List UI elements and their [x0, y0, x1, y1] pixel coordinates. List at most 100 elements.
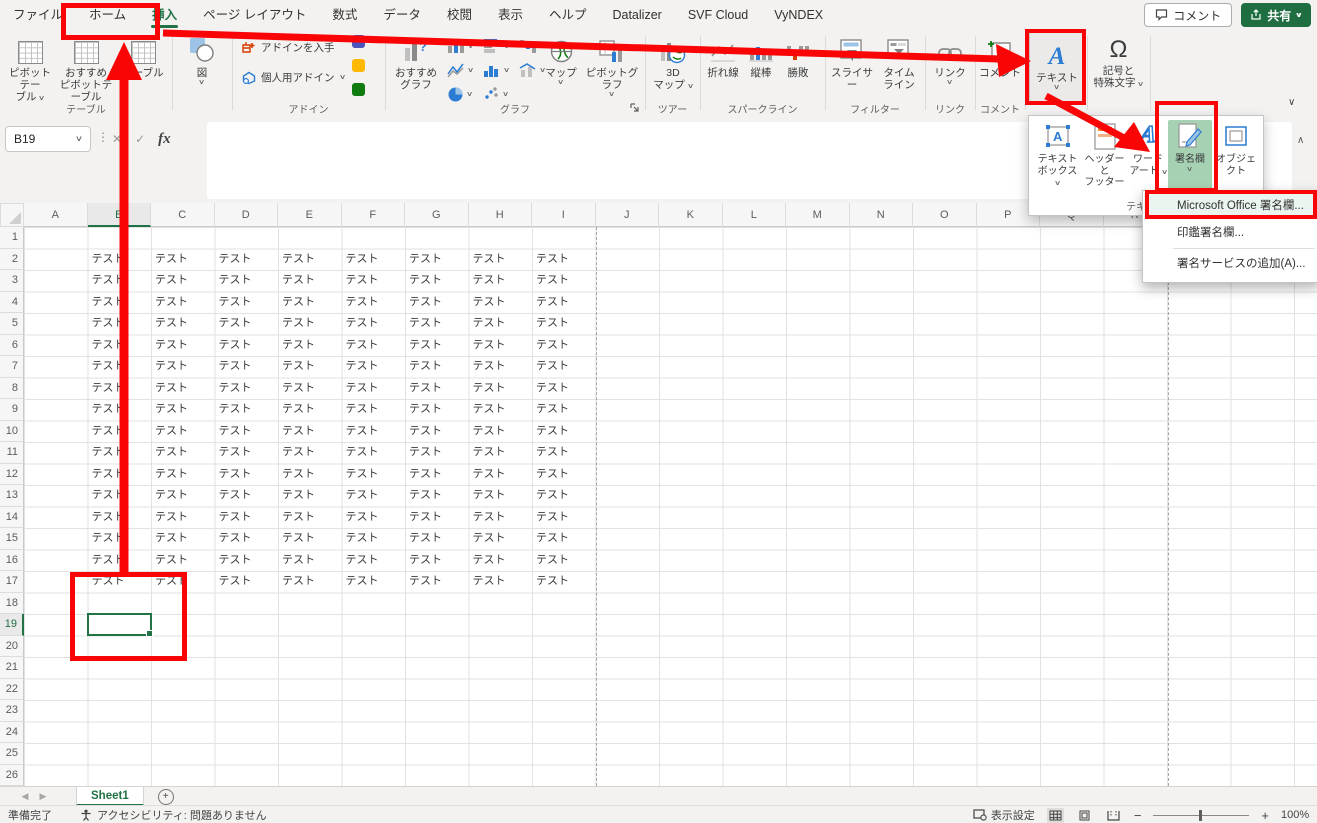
cell-H17[interactable]: テスト [472, 575, 506, 587]
cell-F10[interactable]: テスト [345, 424, 379, 437]
cell-E10[interactable]: テスト [282, 424, 315, 437]
combo-chart-button[interactable]: ∨ [519, 60, 546, 80]
text-button[interactable]: A テキスト ∨ [1029, 32, 1085, 102]
cell-F12[interactable]: テスト [345, 467, 379, 480]
timeline-button[interactable]: タイム ライン [877, 32, 921, 91]
cell-C8[interactable]: テスト [155, 381, 188, 394]
formula-bar-splitter-icon[interactable]: ⋮ [97, 130, 109, 144]
cell-E11[interactable]: テスト [282, 446, 315, 458]
cell-B14[interactable]: テスト [91, 510, 125, 523]
cell-I4[interactable]: テスト [536, 295, 569, 308]
cell-D12[interactable]: テスト [218, 467, 252, 480]
personal-addins-button[interactable]: 個人用アドイン ∨ [242, 70, 346, 85]
insert-function-icon[interactable]: fx [158, 130, 171, 147]
cell-I17[interactable]: テスト [536, 575, 569, 587]
tab-svf-cloud[interactable]: SVF Cloud [687, 8, 749, 22]
cell-B15[interactable]: テスト [91, 532, 125, 544]
cell-B17[interactable]: テスト [91, 575, 125, 587]
row-header-17[interactable]: 17 [0, 571, 24, 593]
cell-I13[interactable]: テスト [536, 489, 569, 501]
cell-B7[interactable]: テスト [91, 360, 125, 372]
cell-I10[interactable]: テスト [536, 424, 569, 437]
column-header-J[interactable]: J [595, 203, 659, 227]
cell-E5[interactable]: テスト [282, 317, 315, 329]
sparkline-column-button[interactable]: 縦棒 [743, 32, 779, 79]
cell-I6[interactable]: テスト [536, 338, 569, 351]
cell-B5[interactable]: テスト [91, 317, 125, 329]
cell-F4[interactable]: テスト [345, 295, 379, 308]
cell-C6[interactable]: テスト [155, 338, 188, 351]
cell-D10[interactable]: テスト [218, 424, 252, 437]
cell-B3[interactable]: テスト [91, 274, 125, 286]
menu-item-stamp-signature-line[interactable]: 印鑑署名欄... [1177, 227, 1245, 239]
cell-B16[interactable]: テスト [91, 553, 125, 566]
cell-H10[interactable]: テスト [472, 424, 506, 437]
cell-E13[interactable]: テスト [282, 489, 315, 501]
cell-G13[interactable]: テスト [409, 489, 442, 501]
cell-D6[interactable]: テスト [218, 338, 252, 351]
row-header-8[interactable]: 8 [0, 377, 24, 399]
column-header-I[interactable]: I [532, 203, 596, 227]
tab-review[interactable]: 校閲 [446, 8, 472, 22]
cell-E6[interactable]: テスト [282, 338, 315, 351]
cell-F16[interactable]: テスト [345, 553, 379, 566]
column-header-F[interactable]: F [341, 203, 405, 227]
column-header-A[interactable]: A [24, 203, 88, 227]
cell-H5[interactable]: テスト [472, 317, 506, 329]
teams-addin-icon[interactable] [352, 35, 365, 48]
cell-B8[interactable]: テスト [91, 381, 125, 394]
row-header-12[interactable]: 12 [0, 463, 24, 485]
cell-F9[interactable]: テスト [345, 403, 379, 415]
cell-F13[interactable]: テスト [345, 489, 379, 501]
accessibility-status[interactable]: アクセシビリティ: 問題ありません [80, 807, 267, 823]
row-header-19[interactable]: 19 [0, 614, 24, 636]
tab-data[interactable]: データ [383, 8, 421, 22]
cell-H16[interactable]: テスト [472, 553, 506, 566]
illustrations-button[interactable]: 図 ∨ [178, 32, 226, 86]
cell-F17[interactable]: テスト [345, 575, 379, 587]
sparkline-winloss-button[interactable]: 勝敗 [780, 32, 816, 79]
cell-G8[interactable]: テスト [409, 381, 442, 394]
cell-I11[interactable]: テスト [536, 446, 569, 458]
zoom-level[interactable]: 100% [1281, 809, 1310, 821]
row-header-22[interactable]: 22 [0, 678, 24, 700]
cell-E16[interactable]: テスト [282, 553, 315, 566]
cell-C3[interactable]: テスト [155, 274, 188, 286]
cell-G4[interactable]: テスト [409, 295, 442, 308]
row-header-26[interactable]: 26 [0, 764, 24, 786]
row-header-10[interactable]: 10 [0, 420, 24, 442]
sheet-nav-right-icon[interactable]: ▶ [39, 791, 47, 801]
row-header-13[interactable]: 13 [0, 485, 24, 507]
sheet-grid[interactable] [24, 227, 1317, 786]
cell-H15[interactable]: テスト [472, 532, 506, 544]
cell-I12[interactable]: テスト [536, 467, 569, 480]
row-header-4[interactable]: 4 [0, 291, 24, 313]
cell-H3[interactable]: テスト [472, 274, 506, 286]
tab-file[interactable]: ファイル [13, 8, 64, 22]
cell-B10[interactable]: テスト [91, 424, 125, 437]
menu-item-add-signature-services[interactable]: 署名サービスの追加(A)... [1177, 258, 1306, 270]
column-header-N[interactable]: N [849, 203, 913, 227]
cell-I16[interactable]: テスト [536, 553, 569, 566]
cell-H13[interactable]: テスト [472, 489, 506, 501]
row-header-25[interactable]: 25 [0, 743, 24, 765]
cell-H6[interactable]: テスト [472, 338, 506, 351]
cell-I7[interactable]: テスト [536, 360, 569, 372]
cell-C16[interactable]: テスト [155, 553, 188, 566]
row-header-9[interactable]: 9 [0, 399, 24, 421]
cell-E12[interactable]: テスト [282, 467, 315, 480]
column-header-G[interactable]: G [405, 203, 469, 227]
cell-D5[interactable]: テスト [218, 317, 252, 329]
column-header-H[interactable]: H [468, 203, 532, 227]
column-chart-button[interactable]: ∨ [447, 36, 474, 56]
cell-D4[interactable]: テスト [218, 295, 252, 308]
pivot-table-button[interactable]: ピボットテー ブル ∨ [4, 32, 56, 103]
cell-H4[interactable]: テスト [472, 295, 506, 308]
pie-chart-button[interactable]: ∨ [447, 84, 473, 104]
tab-help[interactable]: ヘルプ [548, 8, 587, 22]
column-header-E[interactable]: E [278, 203, 342, 227]
cell-G2[interactable]: テスト [409, 252, 442, 265]
table-button[interactable]: テーブル [118, 32, 168, 79]
cell-G9[interactable]: テスト [409, 403, 442, 415]
cell-C13[interactable]: テスト [155, 489, 188, 501]
